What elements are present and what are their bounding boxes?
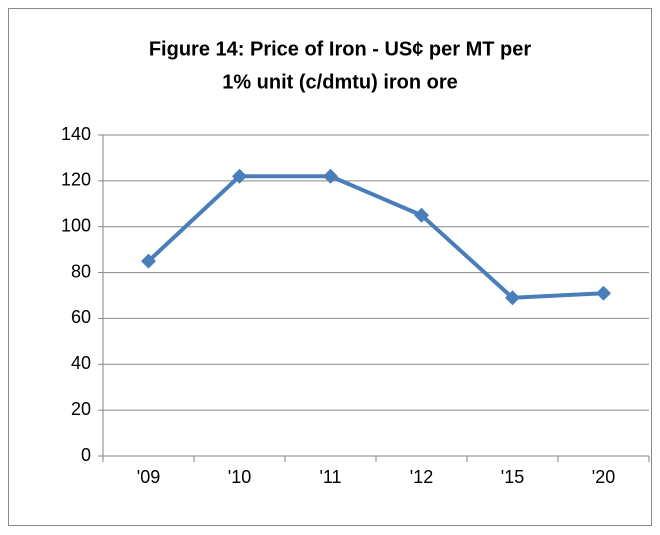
data-line [147,174,604,300]
y-tick-label: 40 [71,353,91,373]
x-tick-label: '09 [137,467,160,487]
data-marker [232,168,247,184]
data-marker [323,168,338,184]
y-tick-label: 20 [71,399,91,419]
y-tick-label: 120 [61,170,91,190]
x-tick-label: '12 [410,467,433,487]
x-tick-label: '11 [319,467,341,487]
data-marker [414,207,429,223]
data-marker [505,290,520,306]
y-tick-label: 0 [81,445,91,465]
chart-frame [8,8,652,526]
x-tick-label: '10 [228,467,251,487]
y-tick-label: 140 [61,124,91,144]
y-tick-label: 80 [71,261,91,281]
data-marker [596,285,611,301]
y-tick-label: 60 [71,307,91,327]
data-marker [141,253,156,269]
chart-title: Figure 14: Price of Iron - US¢ per MT pe… [149,38,532,60]
x-tick-label: '20 [592,467,615,487]
chart-title: 1% unit (c/dmtu) iron ore [222,71,458,93]
y-tick-label: 100 [61,215,91,235]
x-tick-label: '15 [501,467,524,487]
